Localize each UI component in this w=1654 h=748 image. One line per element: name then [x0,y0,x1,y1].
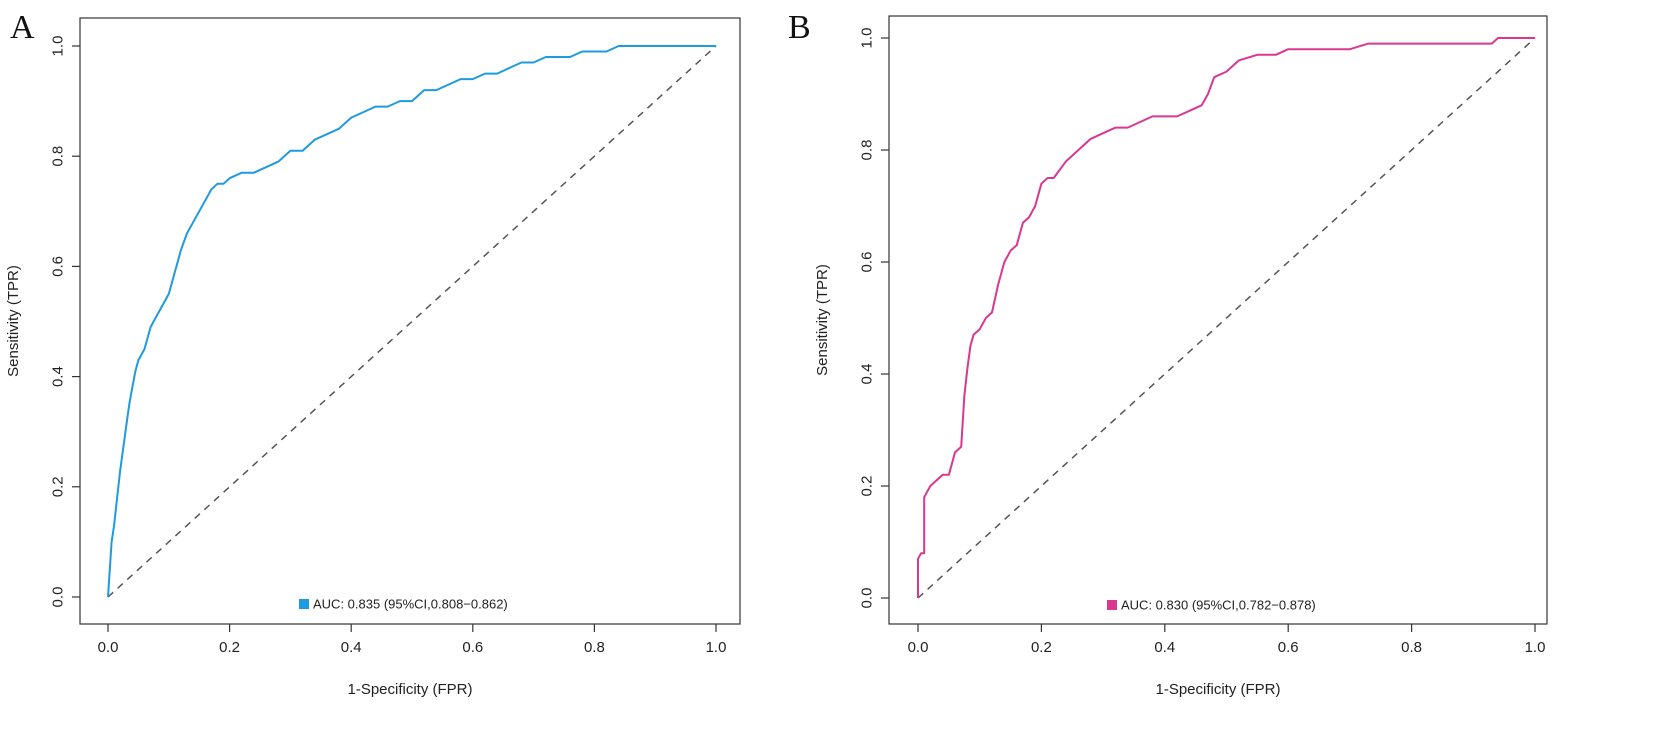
reference-diagonal [917,37,1536,599]
x-tick-label: 0.6 [1278,639,1299,656]
roc-curve [107,45,716,598]
y-tick-label: 1.0 [859,28,876,49]
x-tick-label: 0.2 [219,639,240,656]
x-tick-label: 0.2 [1031,639,1052,656]
y-tick-label: 0.0 [859,588,876,609]
legend: AUC: 0.830 (95%CI,0.782−0.878) [1107,598,1316,613]
y-axis-title: Sensitivity (TPR) [814,264,831,376]
y-tick-label: 0.0 [50,587,67,608]
legend-label: AUC: 0.835 (95%CI,0.808−0.862) [313,597,508,612]
y-tick-label: 0.8 [859,140,876,161]
x-tick-label: 0.0 [98,639,119,656]
x-axis-title: 1-Specificity (FPR) [1155,681,1280,698]
y-tick-label: 1.0 [50,36,67,57]
y-tick-label: 0.4 [50,366,67,387]
legend-swatch [1107,600,1117,610]
x-axis-title: 1-Specificity (FPR) [347,681,472,698]
legend: AUC: 0.835 (95%CI,0.808−0.862) [299,597,508,612]
y-tick-label: 0.6 [859,252,876,273]
roc-curve [917,37,1535,598]
x-tick-label: 0.0 [908,639,929,656]
x-tick-label: 1.0 [706,639,727,656]
x-tick-label: 0.8 [584,639,605,656]
x-tick-label: 0.6 [462,639,483,656]
y-tick-label: 0.2 [50,476,67,497]
legend-swatch [299,599,309,609]
panel-letter: A [10,9,35,46]
panel-b: B 0.0 0.2 0.4 0.6 0.8 1.0 0.0 0.2 0.4 0.6 0.8 1.0 S… [788,9,1548,698]
y-tick-label: 0.4 [859,364,876,385]
plot-frame [79,17,741,625]
x-tick-label: 1.0 [1525,639,1546,656]
plot-frame [888,15,1548,625]
reference-diagonal [107,45,717,598]
y-tick-label: 0.6 [50,256,67,277]
y-tick-label: 0.8 [50,146,67,167]
x-tick-label: 0.8 [1401,639,1422,656]
y-axis-title: Sensitivity (TPR) [5,265,22,377]
y-tick-label: 0.2 [859,476,876,497]
legend-label: AUC: 0.830 (95%CI,0.782−0.878) [1121,598,1316,613]
panel-letter: B [788,9,811,46]
x-tick-label: 0.4 [341,639,362,656]
x-tick-label: 0.4 [1154,639,1175,656]
panel-a: A 0.0 0.2 0.4 0.6 0.8 1.0 0.0 0.2 0.4 0.6 0.8 1.0 S… [5,9,741,698]
